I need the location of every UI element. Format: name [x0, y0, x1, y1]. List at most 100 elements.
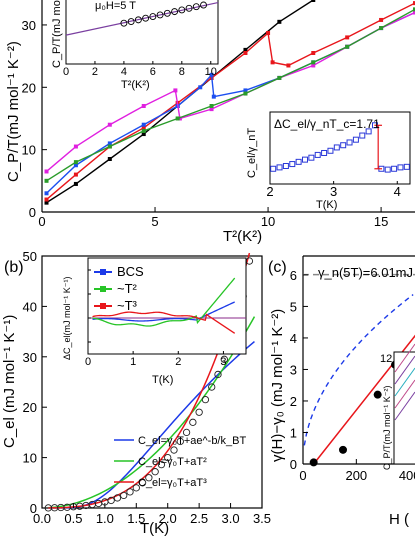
panel-a-point [141, 104, 146, 108]
panel-b-x-label: T(K) [140, 520, 169, 537]
panel-a-point [413, 10, 415, 15]
panel-c-ytick-label: 4 [290, 331, 297, 346]
panel-a-point [311, 0, 316, 2]
panel-b-point [151, 468, 159, 476]
inset-b-legend-label: ~T² [117, 281, 138, 296]
panel-c-ytick-label: 0 [290, 457, 297, 472]
inset-a1-point [171, 8, 179, 16]
inset-a1-x-label: T²(K²) [121, 79, 150, 91]
inset-c-line-4 [394, 343, 415, 373]
inset-b-curve-2 [92, 311, 236, 334]
panel-a-ytick-label: 10 [22, 143, 36, 158]
inset-a1-fit-line [65, 1, 219, 36]
inset-c-line-0 [394, 391, 415, 421]
panel-a-point [277, 75, 282, 80]
panel-c-annotation: γ_n(5T)=6.01mJ m [318, 265, 415, 280]
panel-b-point [157, 461, 166, 469]
inset-a2-point [391, 165, 398, 172]
panel-b-xtick-label: 1.0 [96, 511, 114, 526]
panel-b-ytick-label: 30 [23, 350, 37, 365]
panel-b-fit-legend: C_el=γ₀T+ae^-b/k_BT C_el=γ₀T+aT² C_el=γ₀T+… [114, 435, 246, 489]
panel-a-point [277, 19, 282, 24]
inset-a1-frame [65, 0, 219, 65]
inset-a2-point [282, 163, 289, 169]
inset-a1-xtick-label: 2 [92, 66, 98, 78]
panel-a-point [44, 200, 49, 205]
inset-b-legend-marker [100, 303, 106, 309]
panel-a-point [107, 157, 112, 161]
inset-c-line-1 [394, 379, 415, 409]
panel-a-point [345, 44, 350, 49]
panel-b-point [208, 383, 216, 391]
inset-a2-point [276, 164, 283, 171]
panel-a-series-line-4 [46, 8, 415, 182]
inset-b-xtick-label: 2 [175, 356, 181, 368]
inset-a2-point [270, 165, 277, 172]
panel-b-point [126, 488, 134, 496]
panel-c-ytick-label: 6 [290, 268, 297, 283]
panel-a-point [286, 63, 291, 68]
inset-a1-point [192, 3, 200, 11]
panel-b-point [176, 437, 184, 446]
panel-a-point [141, 125, 146, 130]
panel-a-y-label: C_P/T(mJ mol⁻¹ K⁻²) [5, 41, 22, 182]
panel-a-ytick-label: 0 [29, 205, 36, 220]
panel-a-point [209, 104, 214, 108]
panel-a-point [379, 17, 384, 22]
inset-a1-field-label: μ₀H=5 T [95, 0, 136, 12]
panel-a-point [198, 85, 203, 90]
panel-a-point [345, 35, 350, 40]
panel-b-fit-curve-2 [48, 252, 251, 509]
inset-b-legend-marker [100, 269, 106, 275]
inset-a2-point [397, 164, 404, 171]
inset-a2-point [359, 132, 366, 139]
panel-a-xtick-label: 10 [261, 214, 275, 229]
inset-c-tick-12: 12 [380, 353, 392, 365]
inset-a1-point [178, 6, 186, 14]
panel-a-point [173, 88, 178, 93]
inset-a2-point [302, 156, 308, 163]
panel-b-tag: (b) [4, 259, 24, 276]
panel-a-xtick-label: 0 [38, 214, 45, 229]
panel-a-inset-ratio: 2 3 4 ΔC_el/γ_nT_c=1.71 C_el/γ_nT T(K) [246, 111, 411, 211]
inset-a1-point [200, 1, 207, 9]
panel-a-point [73, 172, 78, 177]
inset-a2-point [321, 149, 328, 156]
panel-b-point [214, 370, 222, 379]
panel-a-point [44, 169, 49, 174]
panel-a-point [211, 94, 216, 99]
panel-b-inset: 0 1 2 3 BCS ~T² ~T³ ΔC_el(mJ mol⁻¹ K⁻¹) T(K) [62, 257, 247, 386]
panel-a-ytick-label: 20 [22, 80, 36, 95]
panel-b-point [170, 446, 178, 454]
inset-a2-point [352, 136, 359, 143]
inset-a1-point [127, 18, 135, 25]
panel-a-point [73, 163, 78, 168]
panel-a-point [44, 178, 49, 183]
inset-a1-point [120, 19, 128, 27]
panel-b-ytick-label: 10 [23, 451, 37, 466]
inset-a1-point [156, 11, 164, 19]
inset-b-legend-marker [100, 286, 106, 292]
inset-a1-point [185, 4, 193, 12]
panel-c-inset: 12 C_P/T(mJ mol⁻¹ K⁻²) [380, 343, 415, 470]
panel-a-point [311, 63, 316, 68]
inset-a2-point [346, 139, 353, 146]
panel-a-point [107, 144, 112, 149]
inset-a1-xtick-label: 0 [63, 66, 69, 78]
inset-b-curve-1 [92, 277, 236, 327]
panel-a-point [44, 191, 49, 196]
inset-c-line-2 [394, 367, 415, 397]
panel-a-point [243, 91, 248, 96]
inset-b-legend-label: BCS [117, 264, 144, 279]
panel-b-point [113, 494, 122, 502]
panel-b-point [220, 355, 228, 363]
panel-b-point [145, 474, 153, 482]
panel-b-y-label: C_el (mJ mol⁻¹ K⁻¹) [1, 315, 18, 448]
inset-a2-point [308, 154, 315, 161]
inset-a1-point [149, 13, 157, 21]
panel-a-point [107, 141, 112, 146]
panel-c-ytick-label: 1 [290, 425, 297, 440]
panel-a-point [141, 132, 146, 137]
